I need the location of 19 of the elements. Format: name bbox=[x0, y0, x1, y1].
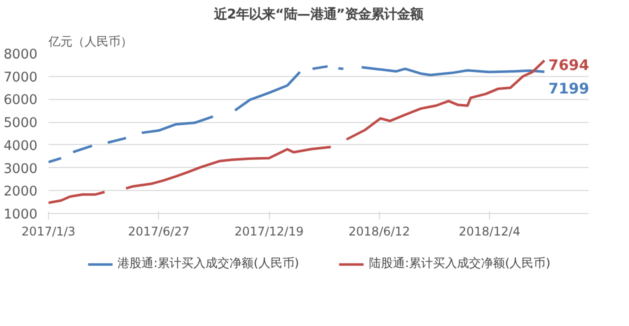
y-tick-label: 2000 bbox=[4, 184, 38, 200]
annotation: 7199 bbox=[548, 80, 590, 98]
y-tick-label: 3000 bbox=[4, 162, 38, 177]
y-tick-label: 6000 bbox=[4, 93, 38, 108]
x-tick-label: 2018/12/4 bbox=[458, 224, 520, 238]
y-tick-label: 7000 bbox=[4, 70, 38, 86]
x-tick-label: 2017/1/3 bbox=[22, 224, 76, 238]
x-tick-label: 2017/6/27 bbox=[128, 224, 190, 238]
x-tick-label: 2017/12/19 bbox=[234, 224, 304, 238]
y-tick-label: 4000 bbox=[4, 138, 38, 154]
chart-title: 近2年以来“陆—港通”资金累计金额 bbox=[212, 6, 424, 22]
legend-label: 陆股通:累计买入成交净额(人民币) bbox=[369, 255, 550, 272]
y-tick-label: 8000 bbox=[4, 48, 38, 62]
y-tick-label: 1000 bbox=[4, 208, 38, 222]
annotation: 7694 bbox=[548, 56, 590, 74]
y-tick-label: 5000 bbox=[4, 116, 38, 132]
y-axis-title: 亿元（人民币） bbox=[48, 34, 132, 48]
legend-label: 港股通:累计买入成交净额(人民币) bbox=[118, 255, 299, 272]
x-tick-label: 2018/6/12 bbox=[348, 224, 410, 238]
